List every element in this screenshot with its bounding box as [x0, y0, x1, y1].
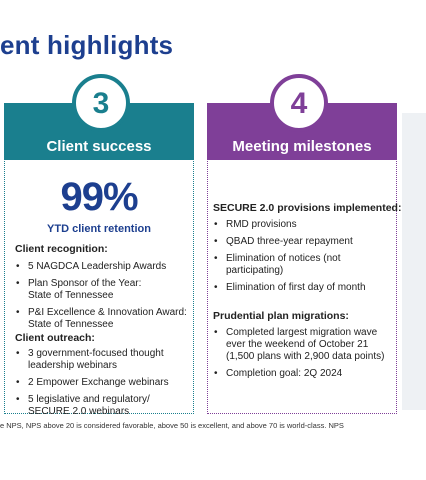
client-recognition-list: 5 NAGDCA Leadership Awards Plan Sponsor … — [15, 261, 193, 336]
list-item: 5 legislative and regulatory/ SECURE 2.0… — [15, 394, 178, 418]
list-item: Completion goal: 2Q 2024 — [213, 368, 393, 380]
list-item: 2 Empower Exchange webinars — [15, 377, 185, 389]
number-badge-3: 3 — [72, 74, 130, 132]
number-badge-4: 4 — [270, 74, 328, 132]
retention-stat: 99% — [60, 175, 138, 219]
client-recognition-heading: Client recognition: — [15, 243, 108, 255]
list-item: RMD provisions — [213, 219, 393, 231]
plan-migrations-list: Completed largest migration wave ever th… — [213, 327, 393, 385]
secure-provisions-heading: SECURE 2.0 provisions implemented: — [213, 202, 402, 214]
retention-stat-caption: YTD client retention — [47, 223, 151, 235]
list-item: Completed largest migration wave ever th… — [213, 327, 393, 363]
plan-migrations-heading: Prudential plan migrations: — [213, 310, 349, 322]
list-item: 3 government-focused thought leadership … — [15, 348, 185, 372]
list-item: QBAD three-year repayment — [213, 236, 393, 248]
client-outreach-heading: Client outreach: — [15, 332, 95, 344]
list-item: 5 NAGDCA Leadership Awards — [15, 261, 193, 273]
secure-provisions-list: RMD provisions QBAD three-year repayment… — [213, 219, 393, 299]
page-title: ent highlights — [0, 30, 174, 60]
client-outreach-list: 3 government-focused thought leadership … — [15, 348, 185, 423]
list-item: Elimination of first day of month — [213, 282, 393, 294]
next-card-edge — [402, 113, 426, 410]
meeting-milestones-heading: Meeting milestones — [232, 138, 372, 155]
footnote: e NPS, NPS above 20 is considered favora… — [0, 421, 344, 430]
list-item: Plan Sponsor of the Year: State of Tenne… — [15, 278, 148, 302]
list-item: P&I Excellence & Innovation Award: State… — [15, 307, 193, 331]
list-item: Elimination of notices (not participatin… — [213, 253, 351, 277]
client-success-heading: Client success — [46, 138, 152, 155]
